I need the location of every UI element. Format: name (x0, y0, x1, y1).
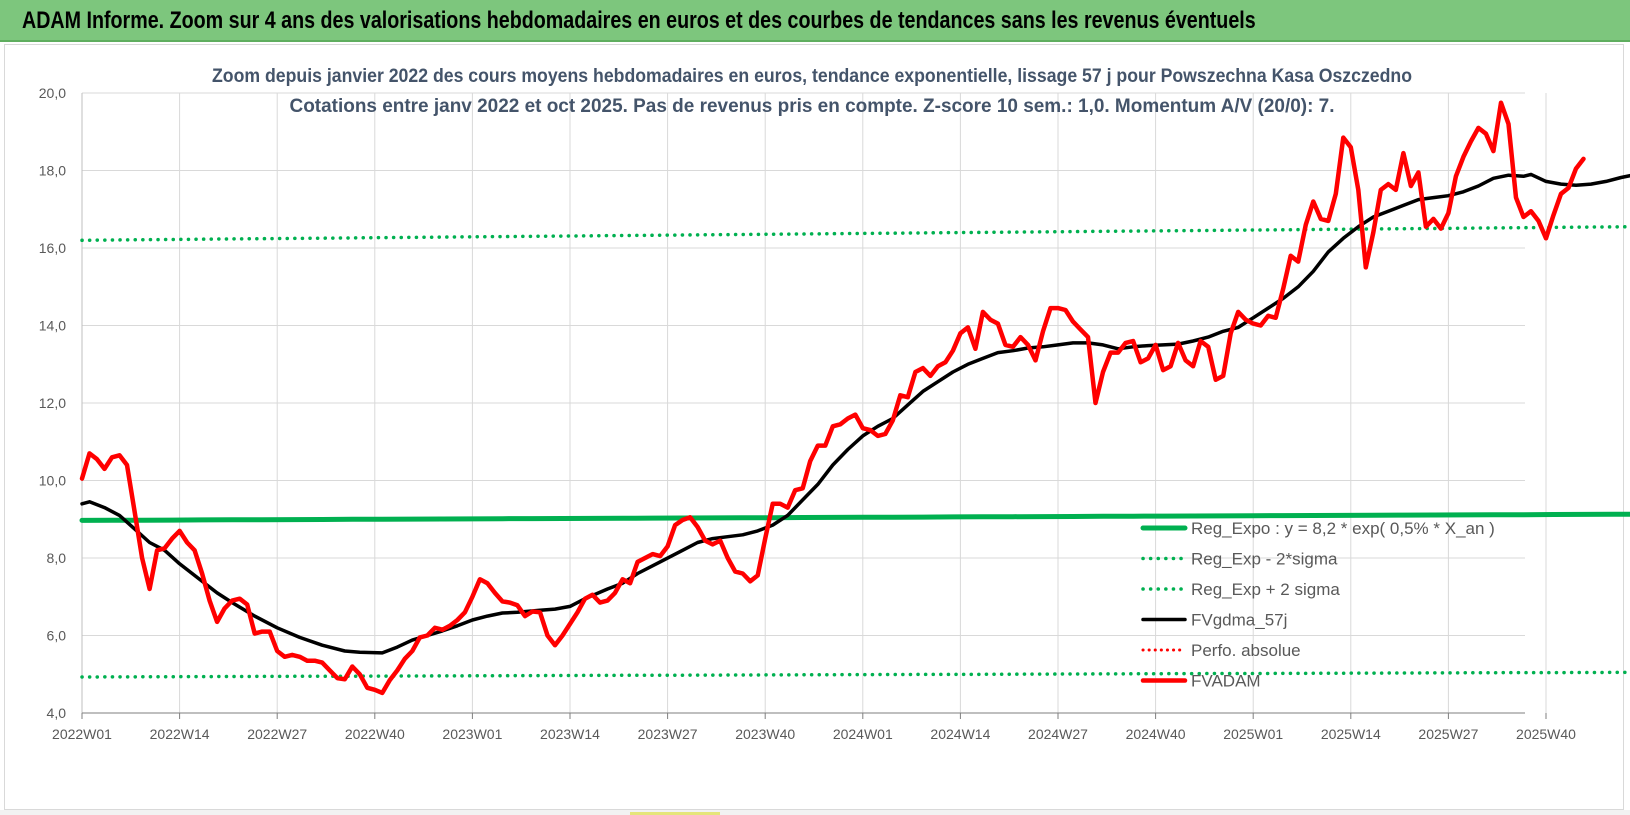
page-title: ADAM Informe. Zoom sur 4 ans des valoris… (22, 7, 1256, 34)
header-bar: ADAM Informe. Zoom sur 4 ans des valoris… (0, 0, 1630, 42)
series-line-5 (79, 100, 1586, 696)
legend-label: Reg_Exp - 2*sigma (1191, 550, 1338, 569)
x-tick-label: 2024W27 (1028, 726, 1088, 742)
y-tick-label: 18,0 (39, 163, 66, 179)
y-tick-label: 12,0 (39, 395, 66, 411)
x-tick-label: 2022W40 (345, 726, 405, 742)
legend-label: Perfo. absolue (1191, 641, 1301, 660)
y-tick-label: 10,0 (39, 473, 66, 489)
y-tick-label: 14,0 (39, 318, 66, 334)
x-tick-label: 2023W01 (442, 726, 502, 742)
x-tick-label: 2022W01 (52, 726, 112, 742)
x-tick-label: 2023W40 (735, 726, 795, 742)
y-tick-label: 16,0 (39, 240, 66, 256)
legend-label: FVgdma_57j (1191, 611, 1287, 630)
chart-subtitle: Cotations entre janv 2022 et oct 2025. P… (290, 96, 1335, 117)
x-tick-label: 2024W01 (833, 726, 893, 742)
x-axis-ticks: 2022W01 2022W14 2022W27 2022W40 2023W01 2023W… (52, 713, 1576, 742)
y-tick-label: 20,0 (39, 85, 66, 101)
x-tick-label: 2023W14 (540, 726, 600, 742)
series-line-2 (80, 225, 1630, 243)
x-tick-label: 2025W40 (1516, 726, 1576, 742)
legend-label: FVADAM (1191, 672, 1261, 691)
y-tick-label: 8,0 (47, 550, 67, 566)
legend-label: Reg_Exp + 2 sigma (1191, 580, 1340, 599)
y-tick-label: 4,0 (47, 705, 67, 721)
y-axis-ticks: 4,0 6,0 8,0 10,0 12,0 14,0 16,0 18,0 20,0 (39, 85, 66, 721)
chart-grid (81, 92, 1547, 714)
x-tick-label: 2024W40 (1126, 726, 1186, 742)
chart-title: Zoom depuis janvier 2022 des cours moyen… (212, 66, 1412, 87)
series-line-0 (79, 511, 1630, 523)
x-tick-label: 2025W27 (1418, 726, 1478, 742)
chart-legend: Reg_Expo : y = 8,2 * exp( 0,5% * X_an ) R… (1140, 519, 1495, 691)
x-tick-label: 2025W14 (1321, 726, 1381, 742)
series-line-3 (80, 172, 1630, 655)
x-tick-label: 2022W14 (150, 726, 210, 742)
x-tick-label: 2022W27 (247, 726, 307, 742)
y-tick-label: 6,0 (47, 628, 67, 644)
chart-series (79, 100, 1630, 696)
x-tick-label: 2023W27 (638, 726, 698, 742)
legend-label: Reg_Expo : y = 8,2 * exp( 0,5% * X_an ) (1191, 519, 1495, 538)
x-tick-label: 2025W01 (1223, 726, 1283, 742)
series-line-1 (80, 670, 1630, 679)
bottom-strip (0, 810, 1630, 815)
bottom-mark (630, 812, 720, 815)
chart-frame (4, 44, 1624, 810)
x-tick-label: 2024W14 (930, 726, 990, 742)
